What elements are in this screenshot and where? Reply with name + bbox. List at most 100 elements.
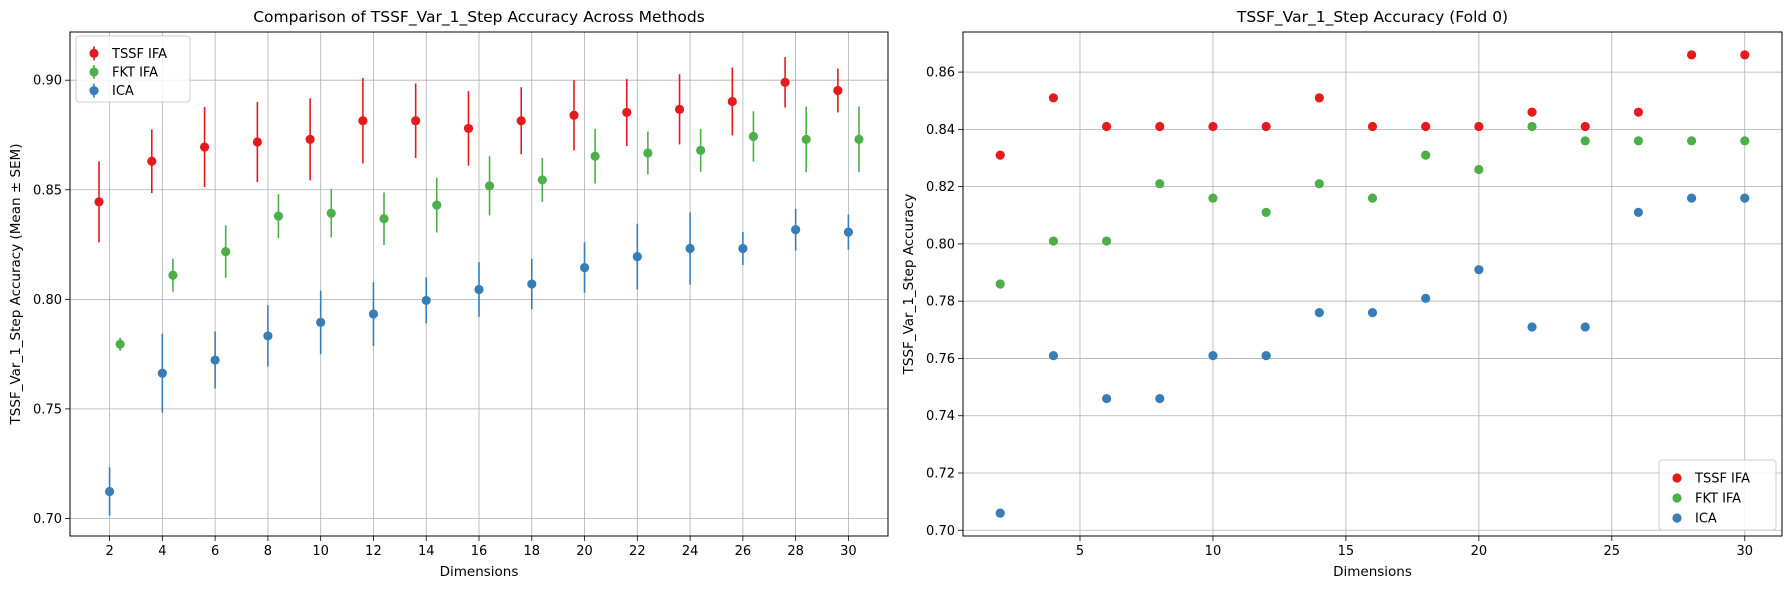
x-tick-label: 10 — [312, 544, 329, 559]
x-tick-label: 6 — [211, 544, 219, 559]
data-point — [147, 156, 157, 166]
y-tick-label: 0.80 — [926, 237, 955, 252]
data-point — [1474, 164, 1484, 175]
data-point — [1527, 322, 1537, 332]
data-point — [1740, 50, 1750, 60]
legend-label: ICA — [112, 84, 134, 99]
data-point — [801, 134, 811, 144]
x-tick-label: 4 — [158, 544, 166, 559]
data-point — [527, 279, 537, 289]
data-point — [1261, 207, 1271, 218]
data-point — [1101, 121, 1112, 132]
data-point — [590, 151, 600, 161]
y-tick-label: 0.84 — [926, 123, 955, 138]
series-fkt-ifa — [995, 121, 1750, 289]
chart-1: 2 4 6 8 10 12 14 16 18 20 22 24 26 28 300.700.750.800.… — [8, 8, 889, 580]
x-tick-label: 24 — [682, 544, 699, 559]
data-point — [1261, 121, 1271, 132]
data-point — [995, 150, 1005, 160]
data-point — [1421, 150, 1431, 160]
data-point — [305, 134, 315, 144]
data-point — [1474, 265, 1484, 275]
data-point — [221, 246, 231, 257]
data-point — [1686, 50, 1697, 60]
data-point — [569, 110, 579, 120]
data-point — [1367, 121, 1378, 132]
data-point — [1580, 322, 1590, 332]
legend-marker — [1672, 473, 1682, 483]
x-tick-label: 25 — [1604, 544, 1621, 559]
data-point — [516, 116, 526, 126]
y-tick-label: 0.76 — [926, 352, 955, 367]
x-tick-label: 20 — [1471, 544, 1488, 559]
data-point — [358, 116, 368, 126]
data-point — [1208, 350, 1218, 361]
data-point — [537, 175, 547, 185]
y-tick-label: 0.75 — [33, 402, 62, 417]
x-tick-label: 14 — [418, 544, 435, 559]
x-axis-label: Dimensions — [440, 564, 519, 580]
legend-label: FKT IFA — [112, 66, 158, 81]
y-tick-label: 0.74 — [926, 409, 955, 424]
y-tick-label: 0.70 — [33, 512, 62, 527]
data-point — [379, 214, 389, 224]
data-point — [421, 295, 431, 306]
data-point — [579, 262, 590, 273]
data-point — [1686, 136, 1697, 146]
data-point — [1155, 179, 1165, 189]
x-tick-label: 10 — [1205, 544, 1222, 559]
data-point — [168, 270, 178, 280]
legend-box — [1658, 459, 1777, 531]
data-point — [1314, 308, 1324, 318]
x-tick-label: 22 — [629, 544, 646, 559]
y-tick-label: 0.86 — [926, 66, 955, 81]
data-point — [1367, 193, 1378, 203]
data-point — [1421, 121, 1431, 132]
axes-frame — [69, 31, 889, 537]
series-ica — [995, 193, 1750, 518]
data-point — [833, 85, 843, 96]
data-point — [843, 227, 854, 237]
data-point — [1101, 393, 1112, 404]
x-tick-label: 2 — [105, 544, 113, 559]
data-point — [1527, 107, 1537, 117]
data-point — [1048, 93, 1059, 103]
chart-title: Comparison of TSSF_Var_1_Step Accuracy A… — [253, 8, 705, 27]
data-point — [94, 197, 104, 207]
x-tick-label: 5 — [1076, 544, 1084, 559]
data-point — [995, 508, 1005, 518]
x-tick-label: 28 — [787, 544, 804, 559]
data-point — [432, 200, 442, 210]
x-tick-label: 12 — [365, 544, 382, 559]
data-point — [484, 181, 495, 191]
data-point — [463, 123, 474, 134]
y-tick-label: 0.90 — [33, 74, 62, 89]
data-point — [1633, 136, 1644, 146]
data-point — [727, 96, 737, 107]
data-point — [1367, 308, 1378, 318]
y-tick-label: 0.80 — [33, 293, 62, 308]
legend-marker — [89, 67, 99, 77]
data-point — [1740, 193, 1750, 203]
series-tssf-ifa — [995, 50, 1750, 160]
data-point — [1580, 136, 1590, 146]
data-point — [1101, 236, 1112, 246]
x-tick-label: 30 — [1736, 544, 1753, 559]
data-point — [854, 134, 864, 144]
data-point — [1474, 121, 1484, 132]
data-point — [643, 148, 653, 158]
legend-marker — [1672, 513, 1682, 523]
y-axis-label: TSSF_Var_1_Step Accuracy — [901, 194, 917, 376]
data-point — [1261, 350, 1271, 361]
legend-label: TSSF IFA — [111, 47, 167, 62]
data-point — [1155, 393, 1165, 404]
data-point — [674, 104, 685, 114]
data-point — [115, 339, 125, 349]
y-tick-label: 0.70 — [926, 524, 955, 539]
data-point — [199, 142, 210, 152]
series-ica — [104, 208, 854, 516]
data-point — [104, 486, 115, 497]
x-axis-label: Dimensions — [1333, 564, 1412, 580]
legend-marker — [89, 48, 99, 58]
